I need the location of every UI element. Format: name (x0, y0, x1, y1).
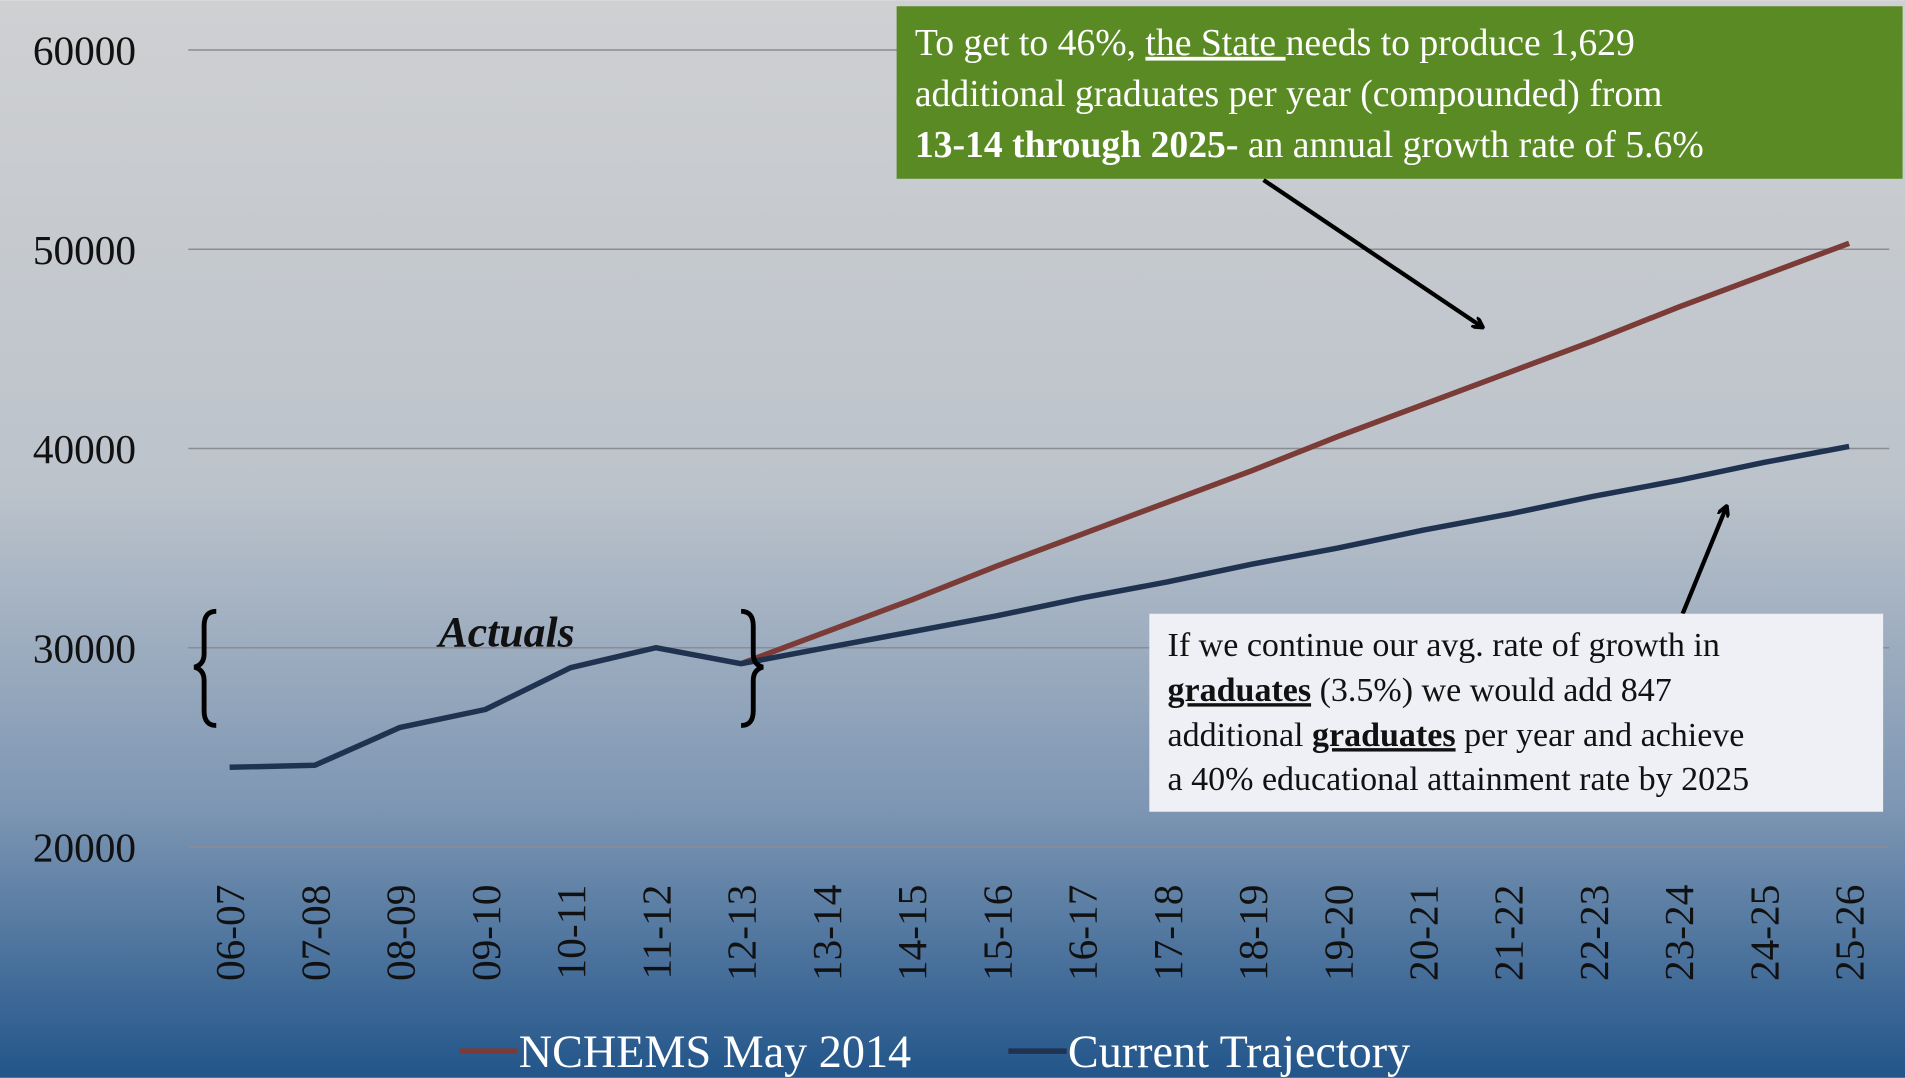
right-brace (740, 608, 764, 728)
y-tick-label: 50000 (33, 227, 136, 273)
x-tick-label: 14-15 (889, 885, 935, 981)
x-tick-label: 08-09 (378, 885, 424, 981)
note-text: To get to 46%, (915, 22, 1146, 64)
arrow (1262, 178, 1483, 327)
note-text: an annual growth rate of 5.6% (1238, 124, 1703, 166)
x-tick-label: 09-10 (463, 885, 509, 981)
x-tick-label: 15-16 (974, 885, 1020, 981)
x-tick-label: 19-20 (1315, 885, 1361, 981)
x-tick-label: 11-12 (633, 885, 679, 980)
line-series (229, 443, 1850, 771)
note-text: needs to produce 1,629 (1286, 22, 1635, 64)
x-tick-label: 10-11 (548, 885, 594, 980)
white-note-box (1149, 613, 1884, 812)
x-tick-label: 12-13 (719, 885, 765, 981)
x-tick-label: 06-07 (207, 885, 253, 981)
x-tick-label: 21-22 (1486, 885, 1532, 981)
legend-label: NCHEMS May 2014 (519, 1026, 911, 1077)
x-tick-label: 24-25 (1741, 885, 1787, 981)
plot-area (229, 240, 1851, 771)
y-tick-label: 60000 (33, 28, 136, 74)
note-text: graduates (1312, 717, 1456, 754)
note-text: per year and achieve (1456, 717, 1745, 754)
note-text: the State (1145, 22, 1285, 64)
x-tick-label: 13-14 (804, 885, 850, 981)
x-tick-label: 20-21 (1401, 885, 1447, 981)
x-tick-label: 17-18 (1145, 885, 1191, 981)
grid (188, 49, 1890, 848)
y-tick-label: 30000 (33, 625, 136, 671)
y-tick-label: 40000 (33, 426, 136, 472)
x-tick-label: 22-23 (1571, 885, 1617, 981)
x-tick-label: 07-08 (292, 885, 338, 981)
green-note-box (896, 6, 1903, 179)
x-tick-label: 23-24 (1656, 885, 1702, 981)
y-tick-label: 20000 (33, 825, 136, 871)
arrow (1680, 507, 1727, 615)
white-note: If we continue our avg. rate of growth i… (1168, 627, 1750, 798)
green-note: To get to 46%, the State needs to produc… (915, 22, 1704, 166)
x-tick-label: 25-26 (1827, 885, 1873, 981)
note-text: (3.5%) we would add 847 (1311, 672, 1672, 709)
note-text: a 40% educational attainment rate by 202… (1168, 761, 1750, 798)
x-tick-label: 16-17 (1060, 885, 1106, 981)
note-text: additional (1168, 717, 1312, 754)
legend-label: Current Trajectory (1068, 1026, 1410, 1077)
x-tick-label: 18-19 (1230, 885, 1276, 981)
actuals-label: Actuals (436, 609, 575, 657)
note-text: 13-14 through 2025- (915, 124, 1239, 166)
note-text: additional graduates per year (compounde… (915, 73, 1663, 115)
note-text: graduates (1168, 672, 1312, 709)
left-brace (193, 608, 217, 728)
line-series (740, 240, 1851, 667)
note-text: If we continue our avg. rate of growth i… (1168, 627, 1720, 664)
